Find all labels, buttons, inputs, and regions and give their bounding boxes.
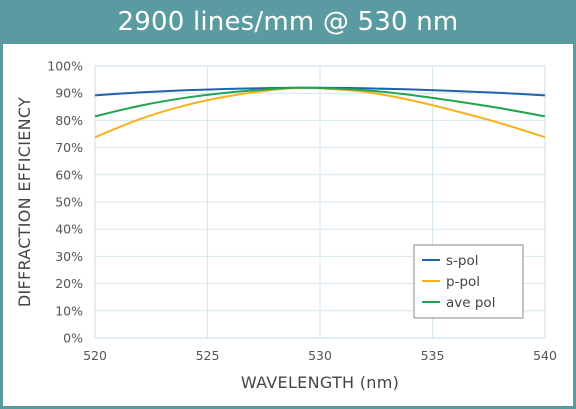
- plot-area: [94, 65, 546, 339]
- x-tick-label: 520: [83, 348, 107, 363]
- series-line-ave-pol: [94, 86, 546, 118]
- y-tick-label: 90%: [55, 86, 83, 101]
- tick-labels: 0% 10% 20% 30% 40% 50% 60% 70% 80% 90% 100% 520 525 5…: [47, 59, 557, 364]
- title-bar: 2900 lines/mm @ 530 nm: [0, 0, 576, 44]
- y-tick-label: 80%: [55, 113, 83, 128]
- y-tick-label: 50%: [55, 195, 83, 210]
- y-axis-label: DIFFRACTION EFFICIENCY: [15, 97, 34, 307]
- y-tick-label: 20%: [55, 276, 83, 291]
- y-tick-label: 10%: [55, 303, 83, 318]
- legend-label-s-pol: s-pol: [446, 253, 478, 269]
- x-tick-label: 540: [533, 348, 557, 363]
- gridlines: [94, 65, 546, 339]
- legend-label-ave-pol: ave pol: [446, 295, 495, 311]
- y-tick-label: 0%: [63, 331, 83, 346]
- series-lines: [94, 86, 546, 139]
- y-tick-label: 100%: [47, 59, 83, 74]
- y-tick-label: 40%: [55, 222, 83, 237]
- legend-label-p-pol: p-pol: [446, 274, 480, 290]
- y-tick-label: 30%: [55, 249, 83, 264]
- y-tick-label: 70%: [55, 140, 83, 155]
- chart-title: 2900 lines/mm @ 530 nm: [117, 7, 459, 37]
- legend: s-pol p-pol ave pol: [413, 244, 524, 319]
- x-axis-label: WAVELENGTH (nm): [241, 373, 399, 392]
- x-tick-label: 530: [308, 348, 332, 363]
- x-tick-label: 535: [421, 348, 445, 363]
- x-tick-label: 525: [196, 348, 220, 363]
- y-tick-label: 60%: [55, 167, 83, 182]
